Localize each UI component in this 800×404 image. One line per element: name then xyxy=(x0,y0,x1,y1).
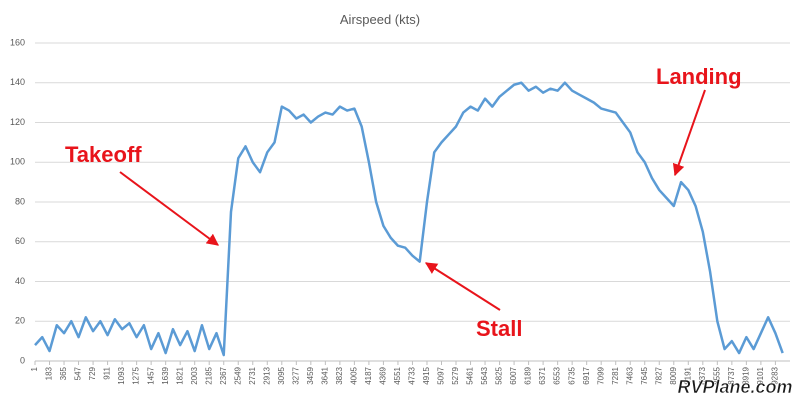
x-tick-label: 2185 xyxy=(204,366,213,384)
y-tick-label: 140 xyxy=(10,77,25,87)
watermark: RVPlane.com xyxy=(677,377,792,397)
line-series xyxy=(34,81,784,357)
x-tick-label: 6735 xyxy=(567,366,576,384)
x-tick-label: 2549 xyxy=(233,366,242,384)
x-tick-label: 9101 xyxy=(756,366,765,384)
annotation: Landing xyxy=(656,64,742,89)
x-tick-label: 6553 xyxy=(553,366,562,384)
y-tick-label: 100 xyxy=(10,157,25,167)
x-tick-label: 3095 xyxy=(277,366,286,384)
x-tick-label: 8373 xyxy=(698,366,707,384)
x-tick-label: 7827 xyxy=(654,366,663,384)
x-tick-label: 6007 xyxy=(509,366,518,384)
arrow xyxy=(672,89,706,177)
annotation: Takeoff xyxy=(65,142,142,167)
x-tick-label: 8737 xyxy=(727,366,736,384)
x-tick-label: 6917 xyxy=(582,366,591,384)
x-tick-label: 5279 xyxy=(451,366,460,384)
x-tick-label: 1275 xyxy=(132,366,141,384)
x-tick-label: 9283 xyxy=(771,366,780,384)
x-tick-label: 3641 xyxy=(320,366,329,384)
x-tick-label: 1093 xyxy=(117,366,126,384)
x-tick-label: 2367 xyxy=(219,366,228,384)
y-tick-label: 120 xyxy=(10,117,25,127)
x-tick-label: 4551 xyxy=(393,366,402,384)
x-tick-label: 5643 xyxy=(480,366,489,384)
x-tick-label: 8919 xyxy=(741,366,750,384)
x-tick-label: 4005 xyxy=(349,366,358,384)
y-tick-label: 0 xyxy=(20,355,25,365)
arrow xyxy=(424,262,501,311)
x-tick-label: 2913 xyxy=(262,366,271,384)
x-tick-label: 547 xyxy=(74,366,83,380)
y-tick-label: 60 xyxy=(15,236,25,246)
x-tick-label: 1639 xyxy=(161,366,170,384)
x-tick-label: 5825 xyxy=(495,366,504,384)
x-tick-label: 6371 xyxy=(538,366,547,384)
arrow xyxy=(119,171,219,246)
x-tick-label: 4915 xyxy=(422,366,431,384)
x-tick-label: 3823 xyxy=(335,366,344,384)
x-tick-label: 4369 xyxy=(379,366,388,384)
x-tick-label: 8555 xyxy=(712,366,721,384)
x-tick-label: 729 xyxy=(88,366,97,380)
annotation: Stall xyxy=(476,316,522,341)
x-tick-label: 8191 xyxy=(683,366,692,384)
x-tick-label: 7099 xyxy=(596,366,605,384)
y-tick-label: 40 xyxy=(15,276,25,286)
x-tick-label: 1821 xyxy=(175,366,184,384)
x-tick-label: 183 xyxy=(45,366,54,380)
x-tick-label: 6189 xyxy=(524,366,533,384)
x-tick-label: 1 xyxy=(30,366,39,371)
x-tick-label: 4187 xyxy=(364,366,373,384)
x-tick-label: 7463 xyxy=(625,366,634,384)
x-tick-label: 3277 xyxy=(291,366,300,384)
x-tick-label: 2003 xyxy=(190,366,199,384)
x-tick-label: 4733 xyxy=(408,366,417,384)
x-tick-label: 1457 xyxy=(146,366,155,384)
x-tick-label: 7281 xyxy=(611,366,620,384)
y-tick-label: 20 xyxy=(15,316,25,326)
x-tick-label: 365 xyxy=(59,366,68,380)
x-tick-label: 3459 xyxy=(306,366,315,384)
y-tick-label: 80 xyxy=(15,196,25,206)
chart-title: Airspeed (kts) xyxy=(340,12,420,27)
x-tick-label: 5461 xyxy=(466,366,475,384)
x-tick-label: 2731 xyxy=(248,366,257,384)
x-tick-label: 7645 xyxy=(640,366,649,384)
x-tick-label: 911 xyxy=(103,366,112,379)
x-tick-label: 8009 xyxy=(669,366,678,384)
y-tick-label: 160 xyxy=(10,37,25,47)
x-tick-label: 5097 xyxy=(437,366,446,384)
